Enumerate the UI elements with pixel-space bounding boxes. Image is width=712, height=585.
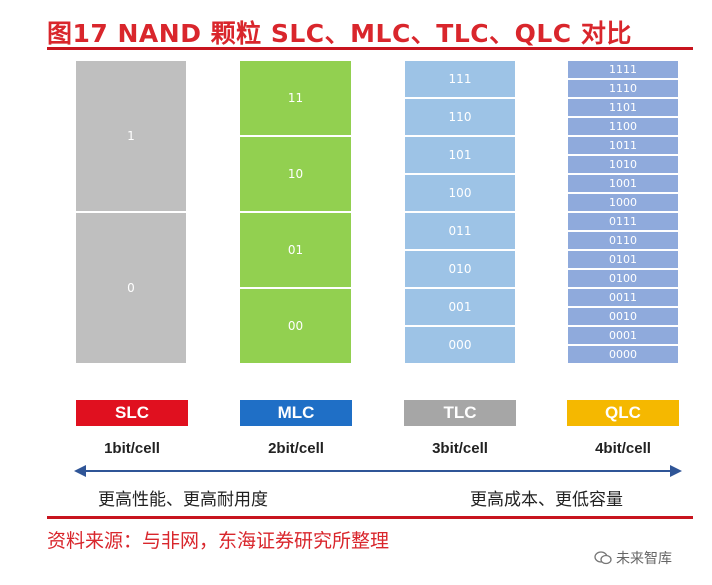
figure-title: 图17 NAND 颗粒 SLC、MLC、TLC、QLC 对比 xyxy=(47,19,632,48)
qlc-cell: 1010 xyxy=(568,156,678,173)
qlc-cell: 0011 xyxy=(568,289,678,306)
tlc-badge: TLC xyxy=(404,400,516,426)
mlc-column: 11 10 01 00 xyxy=(240,59,351,365)
tlc-bits-label: 3bit/cell xyxy=(432,440,488,457)
source-rule xyxy=(47,516,693,519)
watermark: 未来智库 xyxy=(594,548,672,568)
qlc-cell: 0100 xyxy=(568,270,678,287)
source-note: 资料来源：与非网，东海证券研究所整理 xyxy=(47,530,390,552)
left-caption: 更高性能、更高耐用度 xyxy=(98,490,268,510)
tlc-cell: 011 xyxy=(405,213,515,249)
watermark-text: 未来智库 xyxy=(616,551,672,567)
double-arrow-icon xyxy=(74,465,682,477)
qlc-cell: 1111 xyxy=(568,61,678,78)
mlc-bits-label: 2bit/cell xyxy=(268,440,324,457)
title-underline xyxy=(47,47,693,50)
tlc-cell: 100 xyxy=(405,175,515,211)
tlc-cell: 101 xyxy=(405,137,515,173)
mlc-badge: MLC xyxy=(240,400,352,426)
qlc-cell: 1011 xyxy=(568,137,678,154)
qlc-cell: 1101 xyxy=(568,99,678,116)
tlc-cell: 000 xyxy=(405,327,515,363)
qlc-cell: 1000 xyxy=(568,194,678,211)
right-caption: 更高成本、更低容量 xyxy=(470,490,623,510)
slc-badge: SLC xyxy=(76,400,188,426)
slc-bits-label: 1bit/cell xyxy=(104,440,160,457)
mlc-cell: 01 xyxy=(240,213,351,287)
qlc-cell: 1001 xyxy=(568,175,678,192)
qlc-cell: 1110 xyxy=(568,80,678,97)
mlc-cell: 00 xyxy=(240,289,351,363)
qlc-cell: 0110 xyxy=(568,232,678,249)
qlc-cell: 0010 xyxy=(568,308,678,325)
tlc-cell: 010 xyxy=(405,251,515,287)
slc-cell: 1 xyxy=(76,61,186,211)
mlc-cell: 11 xyxy=(240,61,351,135)
slc-cell: 0 xyxy=(76,213,186,363)
chat-bubble-icon xyxy=(594,551,612,565)
qlc-column: 1111 1110 1101 1100 1011 1010 1001 1000 0111 0110… xyxy=(568,59,678,365)
qlc-cell: 0101 xyxy=(568,251,678,268)
tlc-cell: 111 xyxy=(405,61,515,97)
tlc-cell: 110 xyxy=(405,99,515,135)
qlc-bits-label: 4bit/cell xyxy=(595,440,651,457)
qlc-badge: QLC xyxy=(567,400,679,426)
qlc-cell: 0001 xyxy=(568,327,678,344)
qlc-cell: 1100 xyxy=(568,118,678,135)
tlc-cell: 001 xyxy=(405,289,515,325)
mlc-cell: 10 xyxy=(240,137,351,211)
qlc-cell: 0111 xyxy=(568,213,678,230)
qlc-cell: 0000 xyxy=(568,346,678,363)
tlc-column: 111 110 101 100 011 010 001 000 xyxy=(405,59,515,365)
